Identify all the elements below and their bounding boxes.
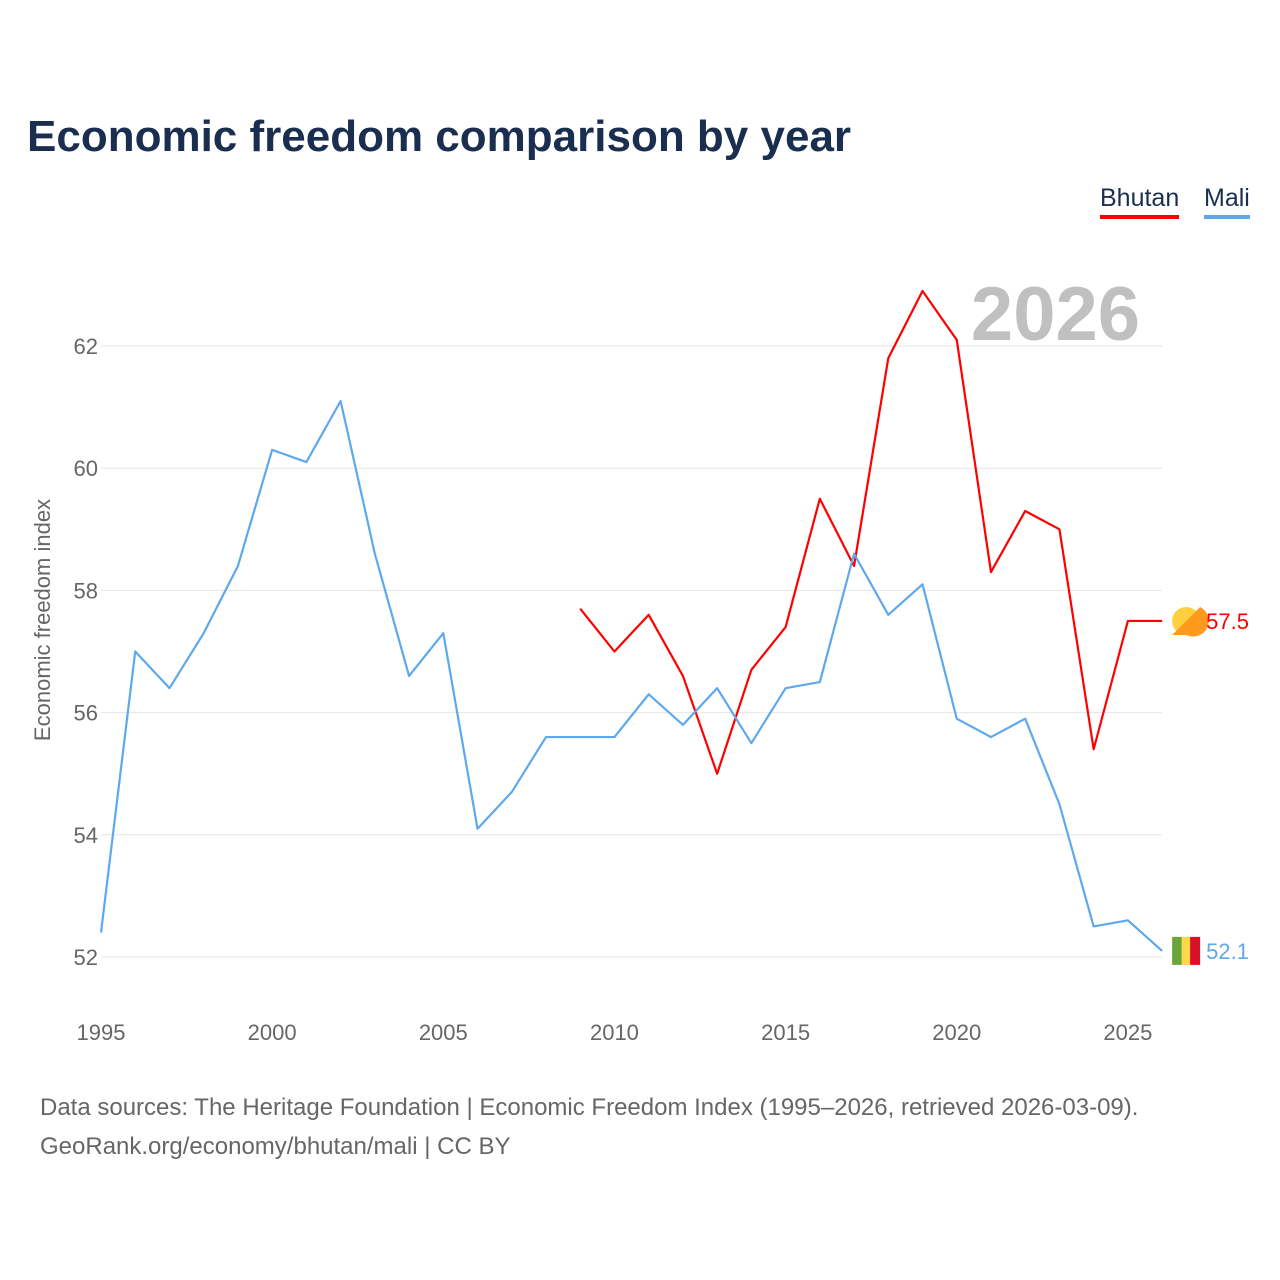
legend-mali[interactable]: Mali	[1204, 184, 1250, 219]
x-tick-label: 2025	[1103, 1020, 1152, 1045]
y-tick-label: 54	[74, 823, 98, 848]
y-tick-label: 58	[74, 578, 98, 603]
mali-flag-icon-green	[1172, 936, 1183, 965]
x-tick-label: 1995	[77, 1020, 126, 1045]
end-value-label-bhutan: 57.5	[1206, 609, 1249, 634]
y-tick-label: 62	[74, 334, 98, 359]
y-axis-label: Economic freedom index	[30, 499, 55, 741]
y-tick-label: 52	[74, 945, 98, 970]
x-tick-label: 2005	[419, 1020, 468, 1045]
year-watermark: 2026	[971, 272, 1140, 357]
source-note: Data sources: The Heritage Foundation | …	[40, 1088, 1138, 1166]
chart-title: Economic freedom comparison by year	[27, 112, 852, 161]
series-line-bhutan	[579, 289, 1163, 775]
source-line-1: Data sources: The Heritage Foundation | …	[40, 1094, 1139, 1121]
x-tick-label: 2015	[761, 1020, 810, 1045]
bhutan-flag-icon-lower	[1172, 606, 1209, 637]
y-tick-label: 60	[74, 456, 98, 481]
x-tick-label: 2020	[932, 1020, 981, 1045]
legend-bhutan[interactable]: Bhutan	[1100, 184, 1180, 219]
mali-flag-icon-yellow	[1181, 936, 1191, 965]
y-tick-label: 56	[74, 701, 98, 726]
x-tick-label: 2010	[590, 1020, 639, 1045]
x-tick-label: 2000	[248, 1020, 297, 1045]
source-line-2: GeoRank.org/economy/bhutan/mali | CC BY	[40, 1133, 511, 1160]
mali-flag-icon-red	[1190, 936, 1201, 965]
end-value-label-mali: 52.1	[1206, 939, 1249, 964]
series-line-mali	[99, 399, 1163, 952]
